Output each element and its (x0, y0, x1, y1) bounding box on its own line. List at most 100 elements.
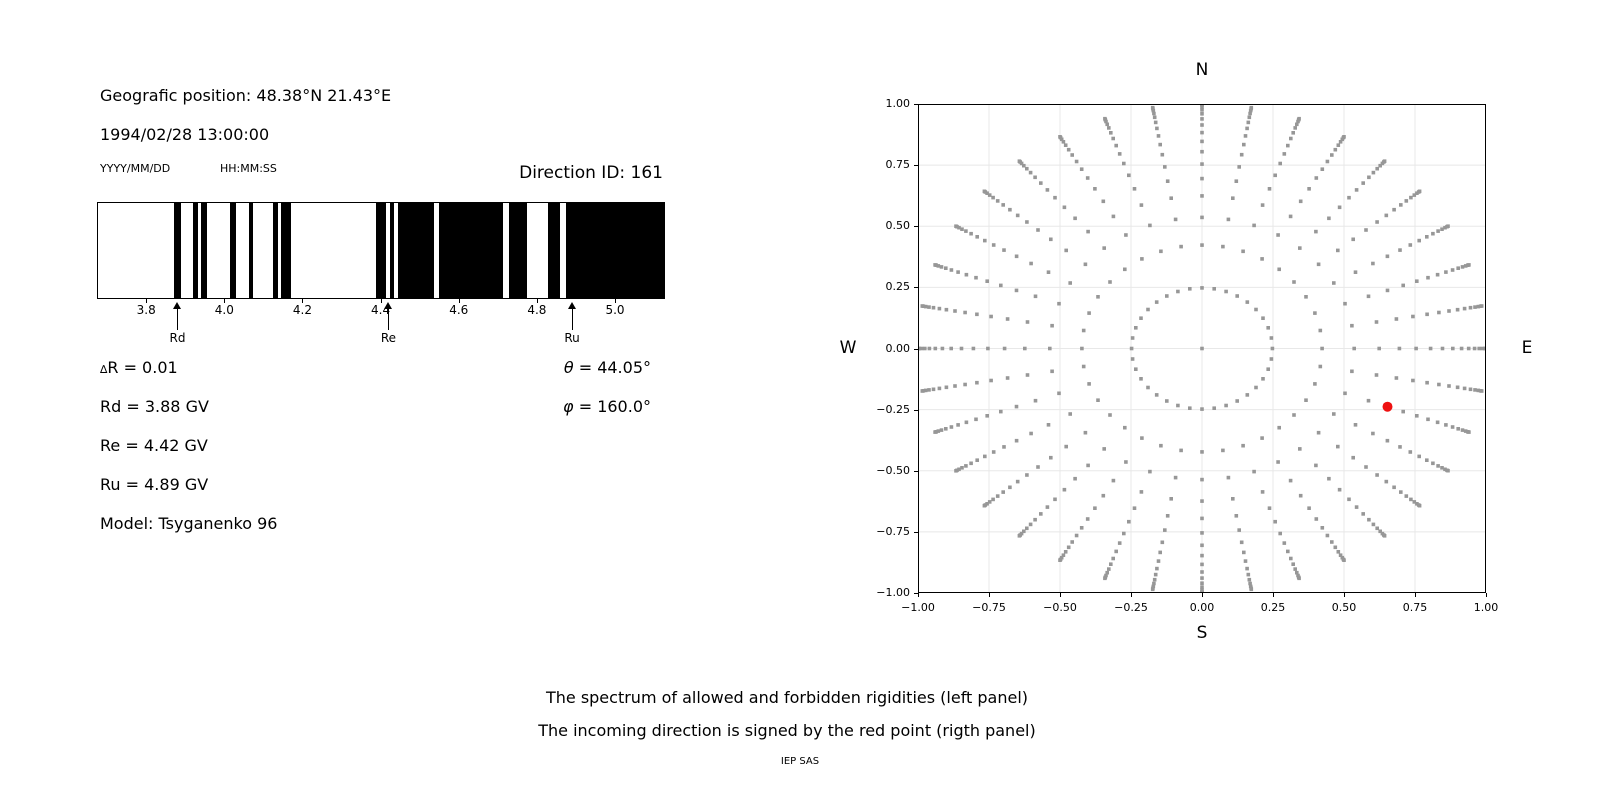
forbidden-band (509, 203, 527, 298)
y-tick-label: −0.75 (876, 524, 910, 538)
forbidden-band (200, 203, 208, 298)
greek-symbol: ∆ (100, 363, 108, 376)
cutoff-arrow-head-Re (384, 302, 393, 309)
x-tick-mark (1060, 593, 1061, 597)
greek-symbol: φ (563, 397, 574, 416)
direction-grid-dots (918, 104, 1486, 593)
date-format-label: YYYY/MM/DD (100, 162, 171, 175)
x-tick-mark (146, 299, 148, 303)
y-tick-mark (914, 104, 918, 105)
compass-south-label: S (1196, 623, 1208, 643)
cutoff-arrow-label-Ru: Ru (564, 331, 580, 345)
x-tick-label: 4.2 (292, 303, 313, 317)
forbidden-band (174, 203, 181, 298)
x-tick-mark (302, 299, 304, 303)
x-tick-mark (918, 593, 919, 597)
x-tick-label: −1.00 (901, 601, 935, 614)
y-tick-mark (914, 348, 918, 350)
x-tick-mark (224, 299, 226, 303)
param-line-left-0: ∆R = 0.01 (100, 358, 178, 379)
x-tick-label: 0.50 (1331, 601, 1357, 614)
y-tick-label: 0.25 (885, 280, 911, 294)
param-text: Rd = 3.88 GV (100, 397, 209, 416)
greek-symbol: θ (563, 358, 574, 377)
direction-id-text: Direction ID: 161 (519, 163, 663, 183)
y-tick-mark (914, 287, 918, 289)
x-tick-mark (380, 299, 382, 303)
cutoff-arrow-line-Rd (177, 309, 179, 330)
forbidden-band (548, 203, 560, 298)
x-tick-label: 4.8 (527, 303, 547, 317)
forbidden-band (273, 203, 279, 298)
cutoff-arrow-label-Re: Re (380, 331, 397, 345)
y-tick-mark (914, 470, 918, 472)
direction-plot (918, 104, 1486, 593)
y-tick-label: −1.00 (876, 586, 910, 599)
param-text: Model: Tsyganenko 96 (100, 514, 278, 533)
x-tick-label: 0.00 (1189, 601, 1215, 614)
y-tick-mark (914, 409, 918, 411)
compass-east-label: E (1521, 338, 1533, 358)
cutoff-arrow-line-Ru (572, 309, 574, 330)
y-tick-mark (914, 165, 918, 167)
plot-border (918, 104, 1486, 593)
forbidden-band (375, 203, 387, 298)
x-tick-mark (1486, 593, 1487, 597)
param-text: Re = 4.42 GV (100, 436, 208, 455)
x-tick-mark (458, 299, 460, 303)
x-tick-mark (1344, 593, 1345, 597)
rigidity-spectrum-plot (97, 202, 665, 299)
forbidden-band (193, 203, 198, 298)
caption-line-1: The spectrum of allowed and forbidden ri… (545, 688, 1029, 707)
red-incoming-direction-point (1382, 401, 1393, 412)
compass-north-label: N (1195, 60, 1209, 80)
y-tick-label: −0.25 (876, 402, 910, 416)
x-tick-mark (989, 593, 990, 597)
x-tick-mark (614, 299, 616, 303)
param-text: = 160.0° (573, 397, 651, 416)
param-line-left-3: Ru = 4.89 GV (100, 475, 208, 494)
time-format-label: HH:MM:SS (220, 162, 277, 175)
cutoff-arrow-head-Ru (568, 302, 577, 309)
y-tick-label: −0.50 (876, 463, 910, 477)
x-tick-mark (1131, 593, 1132, 597)
param-line-left-2: Re = 4.42 GV (100, 436, 208, 455)
param-line-right-1: φ = 160.0° (563, 397, 651, 416)
x-tick-label: 4.0 (214, 303, 234, 317)
cutoff-arrow-line-Re (388, 309, 390, 330)
y-tick-label: 0.00 (885, 341, 911, 355)
y-tick-mark (914, 593, 918, 594)
x-tick-label: 0.25 (1260, 601, 1286, 614)
param-text: = 44.05° (573, 358, 651, 377)
param-line-left-4: Model: Tsyganenko 96 (100, 514, 277, 533)
x-tick-mark (1415, 593, 1416, 597)
param-line-left-1: Rd = 3.88 GV (100, 397, 209, 416)
x-tick-label: −0.75 (972, 601, 1006, 614)
param-text: R = 0.01 (107, 358, 178, 377)
y-tick-label: 0.75 (885, 158, 911, 172)
param-text: Ru = 4.89 GV (100, 475, 209, 494)
forbidden-band (439, 203, 503, 298)
forbidden-band (248, 203, 253, 298)
x-tick-label: 1.00 (1473, 601, 1499, 614)
caption-line-2: The incoming direction is signed by the … (538, 721, 1036, 740)
cutoff-arrow-head-Rd (173, 302, 182, 309)
cutoff-arrow-label-Rd: Rd (169, 331, 186, 345)
credit-text: IEP SAS (780, 756, 820, 767)
x-tick-label: 0.75 (1402, 601, 1428, 614)
x-tick-label: 4.6 (449, 303, 469, 317)
forbidden-band (389, 203, 394, 298)
y-tick-mark (914, 226, 918, 228)
geo-position-text: Geografic position: 48.38°N 21.43°E (100, 86, 392, 105)
x-tick-mark (536, 299, 538, 303)
y-tick-label: 1.00 (885, 97, 911, 110)
y-tick-label: 0.50 (885, 219, 911, 233)
x-tick-label: −0.50 (1043, 601, 1077, 614)
param-line-right-0: θ = 44.05° (564, 358, 651, 377)
forbidden-band (565, 203, 664, 298)
x-tick-label: 5.0 (605, 303, 625, 317)
forbidden-band (397, 203, 434, 298)
forbidden-band (229, 203, 236, 298)
y-tick-mark (914, 531, 918, 533)
